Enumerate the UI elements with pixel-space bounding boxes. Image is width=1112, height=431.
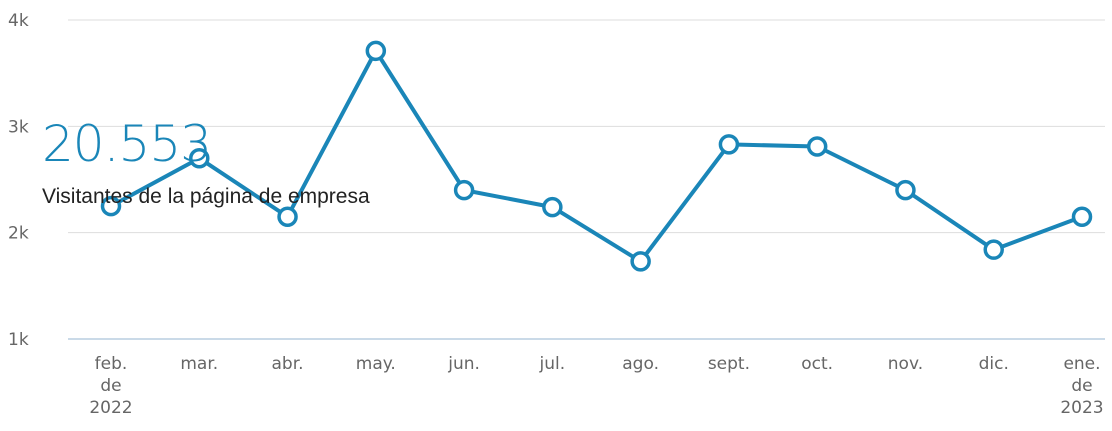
x-tick-label: dic. — [979, 354, 1009, 374]
data-point[interactable] — [806, 136, 828, 157]
x-tick-label: ago. — [622, 354, 659, 374]
x-tick-label: ene. de 2023 — [1060, 354, 1103, 418]
data-point[interactable] — [983, 239, 1004, 260]
y-tick-label: 3k — [8, 117, 29, 137]
grid-lines — [68, 19, 1105, 340]
total-visitors-value: 20.553 — [42, 115, 212, 173]
y-tick-label: 2k — [8, 224, 29, 244]
x-tick-label: jul. — [539, 354, 566, 374]
y-axis-tick-labels: 1k 2k 3k 4k — [8, 11, 29, 350]
data-point[interactable] — [453, 179, 475, 201]
series-line — [109, 48, 1084, 264]
x-tick-label: mar. — [180, 354, 218, 374]
y-tick-label: 1k — [8, 330, 29, 350]
total-visitors-label: Visitantes de la página de empresa — [42, 185, 370, 208]
data-point[interactable] — [630, 251, 651, 272]
data-point[interactable] — [189, 147, 210, 169]
data-point[interactable] — [1071, 206, 1093, 227]
data-point[interactable] — [718, 134, 740, 155]
x-tick-label: nov. — [888, 354, 923, 374]
x-tick-label: jun. — [447, 354, 480, 374]
x-tick-label: abr. — [272, 354, 304, 374]
data-point[interactable] — [365, 40, 387, 62]
y-tick-label: 4k — [8, 11, 29, 31]
data-point[interactable] — [277, 206, 298, 227]
x-tick-label: oct. — [801, 354, 833, 374]
x-tick-label: feb. de 2022 — [89, 354, 132, 418]
x-axis-tick-labels: feb. de 2022 mar. abr. may. jun. jul. ago. sept. o… — [89, 354, 1103, 418]
data-points — [100, 40, 1093, 272]
data-point[interactable] — [542, 196, 563, 218]
x-tick-label: sept. — [708, 354, 750, 374]
data-point[interactable] — [100, 195, 122, 217]
x-tick-label: may. — [356, 354, 396, 374]
data-point[interactable] — [895, 179, 916, 201]
